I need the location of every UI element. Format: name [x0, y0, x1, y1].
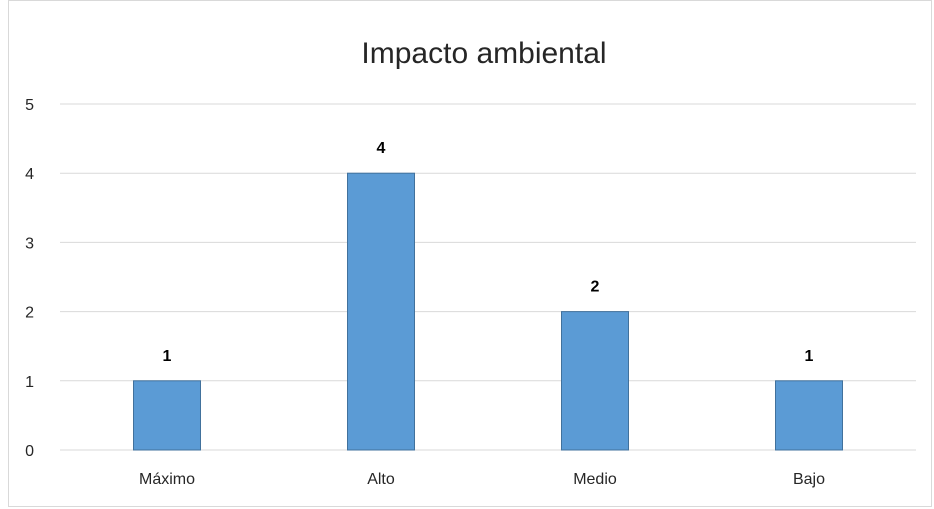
x-axis-ticks: Máximo Alto Medio Bajo — [139, 471, 825, 488]
data-label: 1 — [163, 348, 172, 365]
y-tick-label: 3 — [25, 235, 34, 252]
x-tick-label: Bajo — [793, 471, 825, 488]
chart-title: Impacto ambiental — [361, 37, 606, 70]
gridlines — [60, 103, 916, 451]
y-tick-label: 4 — [25, 166, 34, 183]
x-tick-label: Medio — [573, 471, 617, 488]
y-tick-label: 2 — [25, 305, 34, 322]
data-label: 2 — [591, 279, 600, 296]
bar-bajo — [775, 380, 843, 451]
y-tick-label: 0 — [25, 443, 34, 460]
y-tick-label: 5 — [25, 97, 34, 114]
data-label: 4 — [377, 140, 386, 157]
data-label: 1 — [805, 348, 814, 365]
bars — [133, 172, 843, 451]
bar-medio — [561, 311, 629, 451]
bar-máximo — [133, 380, 201, 451]
data-labels: 1 4 2 1 — [163, 140, 814, 365]
y-tick-label: 1 — [25, 374, 34, 391]
x-tick-label: Máximo — [139, 471, 195, 488]
y-axis-ticks: 0 1 2 3 4 5 — [25, 97, 34, 460]
bar-alto — [347, 172, 415, 451]
x-tick-label: Alto — [367, 471, 395, 488]
